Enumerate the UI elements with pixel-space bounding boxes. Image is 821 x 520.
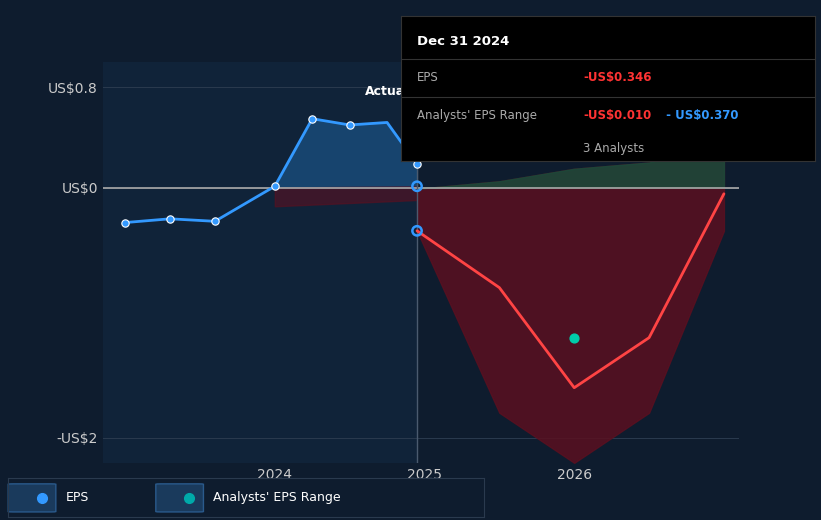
Text: -US$0.346: -US$0.346 [583,71,652,84]
Text: - US$0.370: - US$0.370 [662,109,738,122]
Text: EPS: EPS [66,491,89,504]
Text: Dec 31 2024: Dec 31 2024 [417,34,510,47]
Point [118,218,131,227]
Point [343,121,356,129]
Text: 3 Analysts: 3 Analysts [583,142,644,155]
Point [209,217,222,226]
Text: Analysts' EPS Range: Analysts' EPS Range [213,491,341,504]
Point [305,114,319,123]
Point [410,160,424,168]
Text: Analysts' EPS Range: Analysts' EPS Range [417,109,537,122]
Text: Analysts Forecasts: Analysts Forecasts [424,85,541,98]
FancyBboxPatch shape [8,484,56,512]
Point [410,227,424,235]
Point [567,333,580,342]
FancyBboxPatch shape [156,484,204,512]
Point [268,182,282,190]
Text: EPS: EPS [417,71,439,84]
Point [163,215,177,223]
Point [410,182,424,190]
Bar [103,62,417,463]
Text: Actual: Actual [365,85,410,98]
Text: -US$0.010: -US$0.010 [583,109,651,122]
